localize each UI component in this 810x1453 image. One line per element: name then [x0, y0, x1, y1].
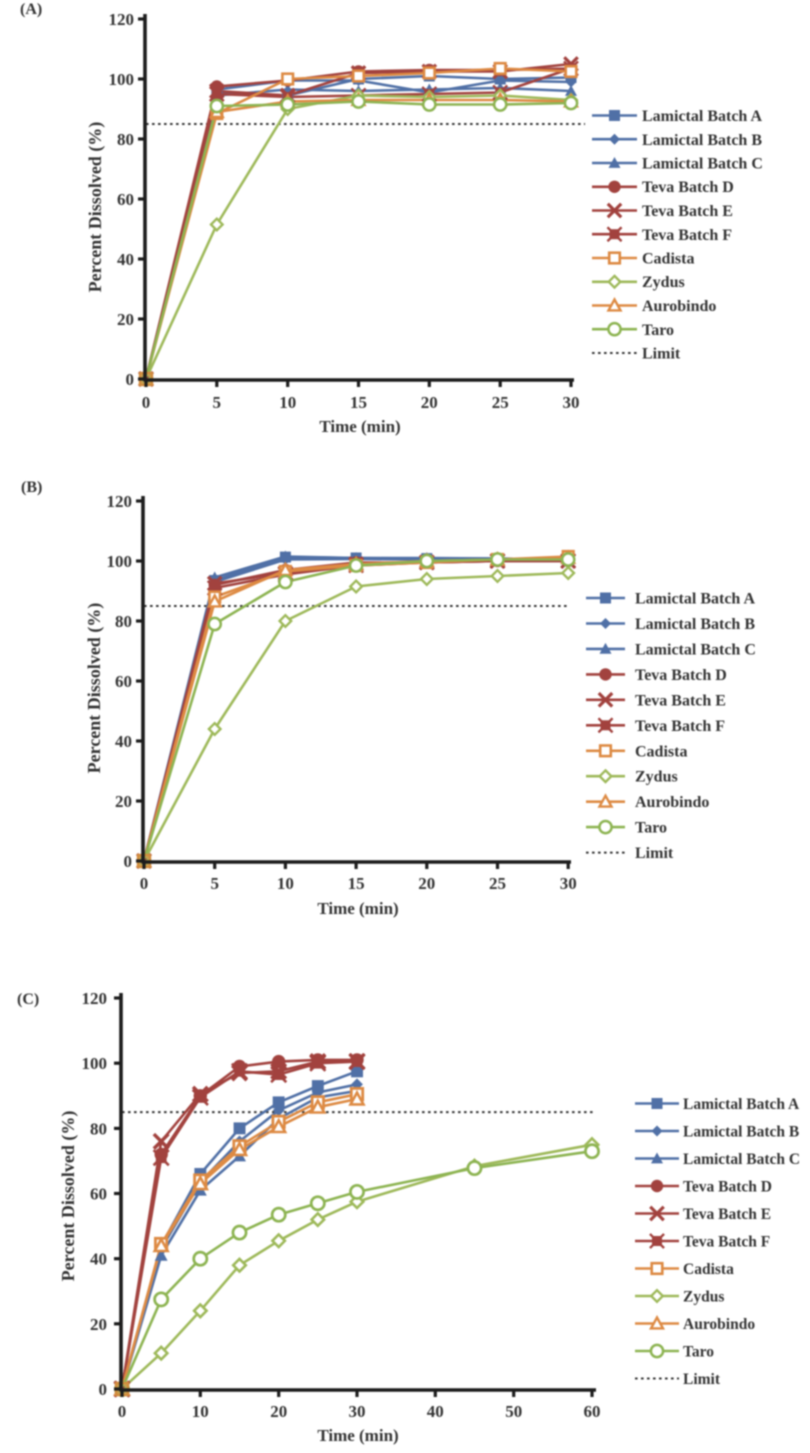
svg-text:80: 80: [117, 130, 134, 149]
svg-text:Teva Batch D: Teva Batch D: [635, 667, 727, 684]
svg-text:Lamictal Batch C: Lamictal Batch C: [642, 156, 763, 173]
svg-text:Aurobindo: Aurobindo: [642, 298, 716, 315]
svg-text:100: 100: [107, 552, 133, 571]
svg-text:Lamictal Batch A: Lamictal Batch A: [642, 108, 762, 125]
svg-text:100: 100: [82, 1054, 108, 1073]
svg-text:40: 40: [117, 250, 134, 269]
svg-text:Zydus: Zydus: [642, 274, 685, 291]
svg-text:Lamictal Batch B: Lamictal Batch B: [642, 132, 762, 149]
svg-text:Cadista: Cadista: [683, 1261, 734, 1278]
svg-text:30: 30: [563, 393, 580, 412]
svg-text:0: 0: [140, 874, 149, 893]
svg-text:60: 60: [90, 1185, 107, 1204]
svg-text:20: 20: [90, 1315, 107, 1334]
svg-text:Lamictal Batch B: Lamictal Batch B: [683, 1124, 799, 1141]
svg-text:Teva Batch E: Teva Batch E: [683, 1206, 771, 1223]
svg-text:Teva Batch D: Teva Batch D: [642, 179, 734, 196]
svg-text:80: 80: [90, 1119, 107, 1138]
svg-text:Limit: Limit: [642, 346, 681, 363]
svg-text:5: 5: [213, 393, 222, 412]
svg-text:25: 25: [492, 393, 509, 412]
svg-text:Lamictal Batch A: Lamictal Batch A: [683, 1096, 800, 1113]
svg-text:40: 40: [115, 732, 132, 751]
svg-text:80: 80: [115, 612, 132, 631]
svg-text:Teva Batch E: Teva Batch E: [635, 692, 726, 709]
svg-text:Lamictal Batch C: Lamictal Batch C: [683, 1151, 800, 1168]
svg-text:Limit: Limit: [635, 845, 674, 862]
svg-text:20: 20: [421, 393, 438, 412]
svg-text:10: 10: [192, 1402, 209, 1421]
svg-text:20: 20: [270, 1402, 287, 1421]
svg-text:120: 120: [107, 492, 133, 511]
svg-text:Zydus: Zydus: [635, 769, 678, 786]
svg-text:Limit: Limit: [683, 1371, 721, 1388]
svg-text:Time (min): Time (min): [319, 417, 400, 436]
svg-text:Percent Dissolved (%): Percent Dissolved (%): [85, 122, 106, 293]
svg-text:25: 25: [489, 874, 506, 893]
svg-text:40: 40: [427, 1402, 444, 1421]
svg-text:Taro: Taro: [642, 322, 674, 339]
svg-text:0: 0: [118, 1402, 127, 1421]
svg-text:Lamictal Batch C: Lamictal Batch C: [635, 641, 756, 658]
svg-text:50: 50: [505, 1402, 522, 1421]
svg-text:15: 15: [348, 874, 365, 893]
svg-text:30: 30: [349, 1402, 366, 1421]
svg-text:(C): (C): [17, 991, 39, 1008]
svg-text:60: 60: [117, 190, 134, 209]
svg-text:0: 0: [99, 1380, 108, 1399]
svg-text:30: 30: [560, 874, 577, 893]
svg-text:0: 0: [142, 393, 151, 412]
svg-text:Taro: Taro: [635, 820, 667, 837]
svg-text:60: 60: [584, 1402, 601, 1421]
svg-text:Teva Batch F: Teva Batch F: [683, 1234, 770, 1251]
svg-text:60: 60: [115, 672, 132, 691]
svg-text:Cadista: Cadista: [642, 251, 694, 268]
svg-text:Cadista: Cadista: [635, 743, 687, 760]
svg-text:Lamictal Batch A: Lamictal Batch A: [635, 591, 755, 608]
svg-text:Percent Dissolved (%): Percent Dissolved (%): [84, 603, 105, 774]
svg-text:120: 120: [109, 10, 135, 29]
svg-text:Lamictal Batch B: Lamictal Batch B: [635, 616, 755, 633]
svg-text:Aurobindo: Aurobindo: [683, 1316, 755, 1333]
svg-text:20: 20: [117, 310, 134, 329]
svg-text:Time (min): Time (min): [317, 1426, 398, 1445]
svg-text:20: 20: [418, 874, 435, 893]
svg-text:Aurobindo: Aurobindo: [635, 794, 709, 811]
svg-text:(B): (B): [21, 479, 42, 496]
svg-text:Taro: Taro: [683, 1344, 714, 1361]
svg-text:Time (min): Time (min): [317, 899, 398, 918]
svg-text:Teva Batch E: Teva Batch E: [642, 203, 733, 220]
svg-text:Teva Batch F: Teva Batch F: [635, 718, 725, 735]
svg-text:120: 120: [82, 989, 108, 1008]
svg-text:0: 0: [126, 370, 135, 389]
svg-text:0: 0: [124, 852, 133, 871]
svg-text:10: 10: [279, 393, 296, 412]
svg-text:(A): (A): [20, 1, 42, 18]
svg-text:40: 40: [90, 1250, 107, 1269]
svg-text:Teva Batch D: Teva Batch D: [683, 1179, 772, 1196]
svg-text:10: 10: [277, 874, 294, 893]
svg-text:15: 15: [350, 393, 367, 412]
svg-text:100: 100: [109, 70, 135, 89]
svg-text:Percent Dissolved (%): Percent Dissolved (%): [58, 1111, 79, 1282]
svg-text:Zydus: Zydus: [683, 1289, 724, 1306]
svg-text:5: 5: [210, 874, 219, 893]
svg-text:Teva Batch F: Teva Batch F: [642, 227, 732, 244]
svg-text:20: 20: [115, 792, 132, 811]
